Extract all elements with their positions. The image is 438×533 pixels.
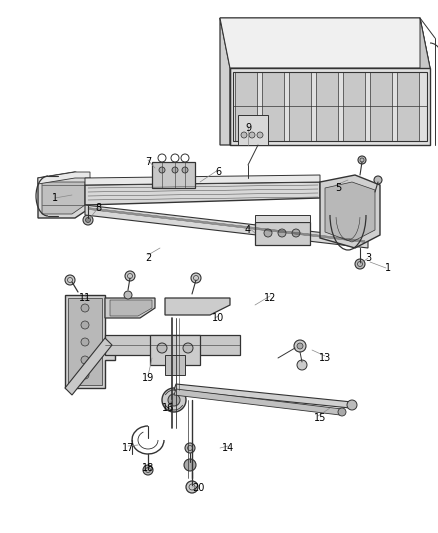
Ellipse shape [168,394,180,406]
Polygon shape [255,222,310,245]
Ellipse shape [81,338,89,346]
Text: 6: 6 [215,167,221,177]
Polygon shape [320,175,380,248]
Ellipse shape [182,167,188,173]
Polygon shape [68,298,102,385]
Ellipse shape [297,360,307,370]
Text: 19: 19 [142,373,154,383]
Text: 8: 8 [95,203,101,213]
Polygon shape [105,335,240,355]
Ellipse shape [184,459,196,471]
Polygon shape [255,215,310,222]
Ellipse shape [85,217,91,222]
Polygon shape [38,172,90,218]
Ellipse shape [125,271,135,281]
Text: 7: 7 [145,157,151,167]
Ellipse shape [294,340,306,352]
Ellipse shape [81,356,89,364]
Polygon shape [230,68,430,145]
Text: 12: 12 [264,293,276,303]
Polygon shape [85,182,320,205]
Ellipse shape [65,275,75,285]
Text: 11: 11 [79,293,91,303]
Ellipse shape [81,321,89,329]
Ellipse shape [241,132,247,138]
Ellipse shape [183,343,193,353]
Polygon shape [343,72,365,141]
Polygon shape [65,295,115,388]
Polygon shape [85,205,368,248]
Polygon shape [105,298,155,318]
Text: 17: 17 [122,443,134,453]
Ellipse shape [159,167,165,173]
Ellipse shape [264,229,272,237]
Polygon shape [110,300,152,316]
Text: 1: 1 [52,193,58,203]
Text: 15: 15 [314,413,326,423]
Text: 3: 3 [365,253,371,263]
Ellipse shape [278,229,286,237]
Text: 4: 4 [245,225,251,235]
Polygon shape [42,182,85,214]
Ellipse shape [162,388,186,412]
Ellipse shape [81,304,89,312]
Polygon shape [165,298,230,315]
Polygon shape [325,182,375,242]
Polygon shape [220,18,230,145]
Polygon shape [220,18,430,68]
Polygon shape [220,18,430,68]
Polygon shape [235,72,257,141]
Text: 18: 18 [142,463,154,473]
Ellipse shape [124,291,132,299]
Polygon shape [289,72,311,141]
Ellipse shape [358,156,366,164]
Text: 9: 9 [245,123,251,133]
Text: 16: 16 [162,403,174,413]
Polygon shape [150,335,200,365]
Polygon shape [38,172,90,184]
Ellipse shape [83,215,93,225]
Ellipse shape [157,343,167,353]
Polygon shape [262,72,284,141]
Text: 5: 5 [335,183,341,193]
Text: 2: 2 [145,253,151,263]
Ellipse shape [347,400,357,410]
Polygon shape [85,175,320,185]
Ellipse shape [374,176,382,184]
Ellipse shape [355,259,365,269]
Ellipse shape [143,465,153,475]
Polygon shape [397,72,419,141]
Ellipse shape [338,408,346,416]
Ellipse shape [249,132,255,138]
Ellipse shape [186,481,198,493]
Polygon shape [65,338,112,395]
Ellipse shape [292,229,300,237]
Ellipse shape [297,343,303,349]
Polygon shape [316,72,338,141]
Text: 14: 14 [222,443,234,453]
Text: 20: 20 [192,483,204,493]
Ellipse shape [185,443,195,453]
Text: 10: 10 [212,313,224,323]
Polygon shape [420,18,430,145]
Polygon shape [174,384,352,408]
Polygon shape [165,355,185,375]
Text: 13: 13 [319,353,331,363]
Polygon shape [174,389,342,415]
Polygon shape [238,115,268,145]
Polygon shape [152,162,195,188]
Ellipse shape [257,132,263,138]
Ellipse shape [191,273,201,283]
Polygon shape [370,72,392,141]
Text: 1: 1 [385,263,391,273]
Ellipse shape [81,371,89,379]
Ellipse shape [172,167,178,173]
